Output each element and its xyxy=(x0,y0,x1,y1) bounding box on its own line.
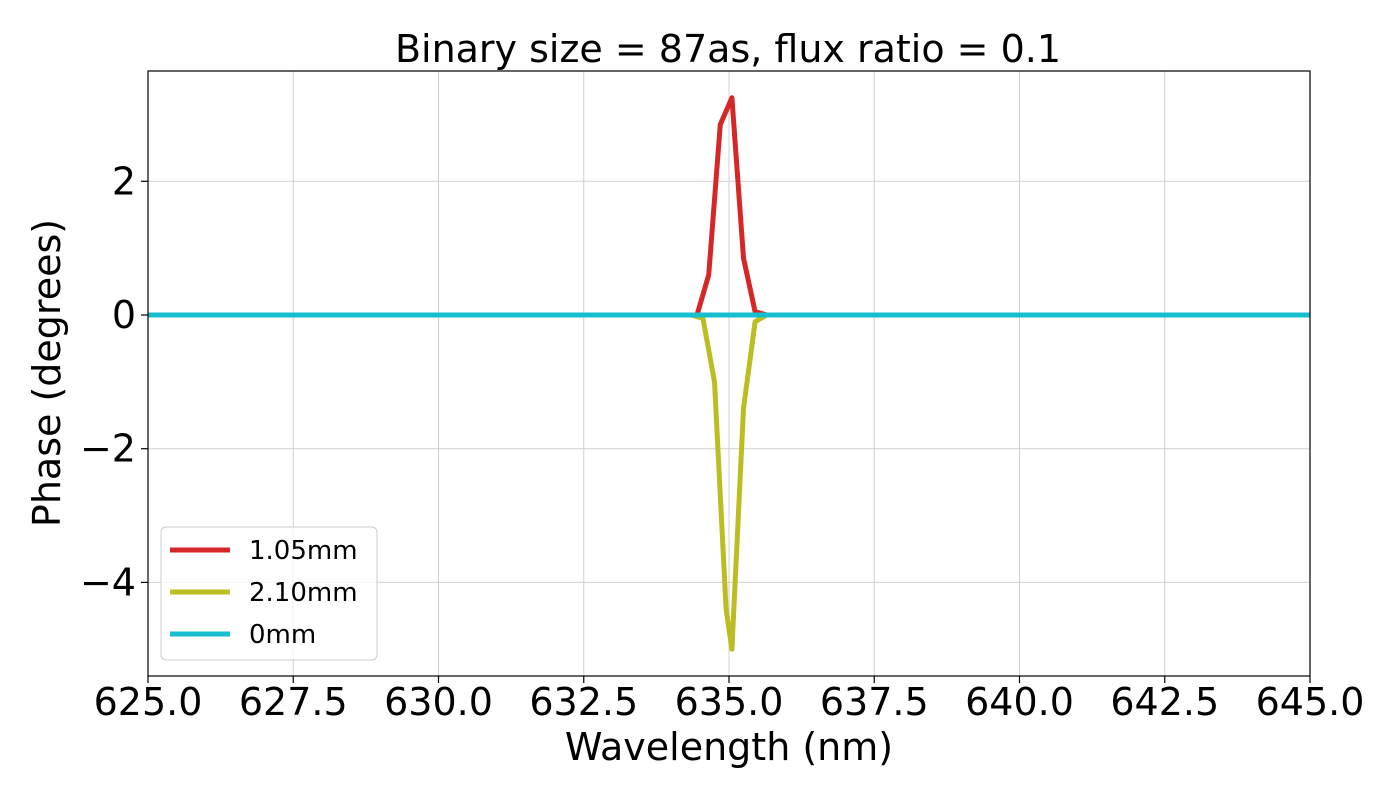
x-axis: 625.0 627.5 630.0 632.5 635.0 637.5 640.0 642.5… xyxy=(94,676,1365,724)
x-tick-label: 637.5 xyxy=(820,680,929,724)
series-lines xyxy=(148,95,1310,652)
y-tick-label: −4 xyxy=(80,560,136,604)
x-tick-label: 642.5 xyxy=(1110,680,1219,724)
legend-label-0: 1.05mm xyxy=(249,536,358,566)
x-tick-label: 630.0 xyxy=(384,680,493,724)
x-tick-label: 625.0 xyxy=(94,680,203,724)
x-tick-label: 632.5 xyxy=(529,680,638,724)
y-axis: −4 −2 0 2 xyxy=(80,159,148,604)
x-axis-label: Wavelength (nm) xyxy=(565,725,893,769)
chart-title: Binary size = 87as, flux ratio = 0.1 xyxy=(395,27,1061,71)
legend-label-2: 0mm xyxy=(249,620,316,650)
legend-label-1: 2.10mm xyxy=(249,578,358,608)
y-tick-label: 0 xyxy=(112,293,136,337)
legend-box xyxy=(160,526,378,661)
y-tick-label: −2 xyxy=(80,427,136,471)
x-tick-label: 640.0 xyxy=(965,680,1074,724)
y-tick-label: 2 xyxy=(112,159,136,203)
legend: 1.05mm 2.10mm 0mm xyxy=(160,526,378,661)
x-tick-label: 627.5 xyxy=(239,680,348,724)
x-tick-label: 635.0 xyxy=(675,680,784,724)
x-tick-label: 645.0 xyxy=(1256,680,1365,724)
y-axis-label: Phase (degrees) xyxy=(25,219,69,527)
